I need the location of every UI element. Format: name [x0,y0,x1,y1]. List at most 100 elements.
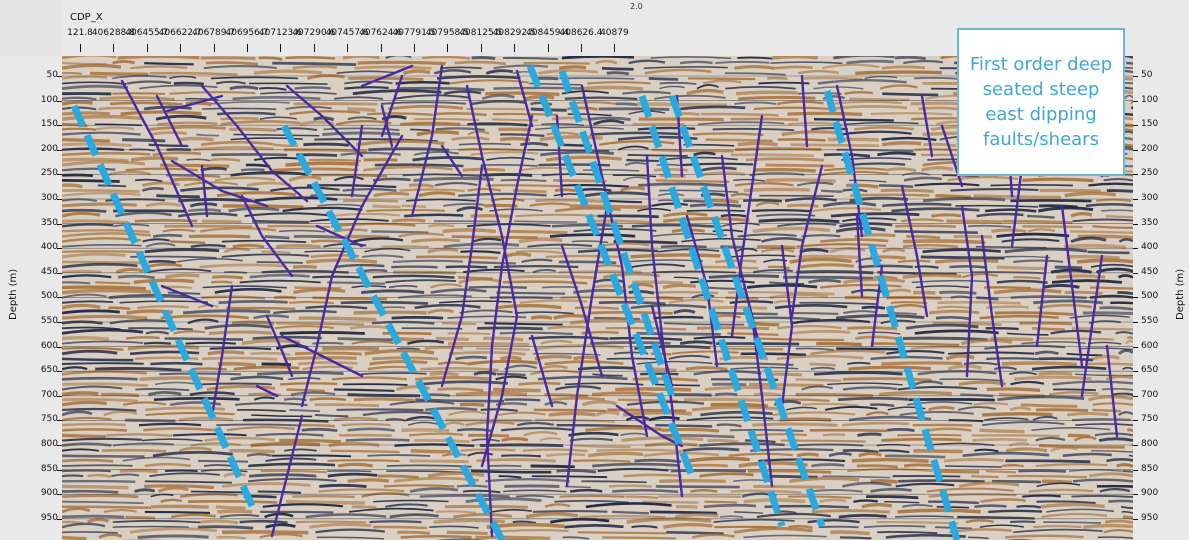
reflector [312,275,365,279]
reflector [188,208,222,213]
reflector [764,398,830,402]
reflector [1013,528,1103,534]
fault-line [515,69,534,128]
reflector [587,81,651,85]
fault-line [200,164,209,218]
reflector [467,122,528,127]
reflector [567,113,612,117]
reflector [854,126,915,131]
reflector [164,469,198,473]
reflector [939,290,977,295]
reflector [853,499,878,503]
reflector [795,392,874,398]
reflector [997,395,1085,402]
reflector [1072,218,1133,223]
reflector [400,121,461,126]
reflector [502,56,558,61]
reflector [353,310,427,315]
reflector [1001,464,1024,468]
reflector [809,362,836,367]
fault-line [465,84,519,468]
reflector [1082,311,1133,315]
reflector [62,422,126,427]
reflector [1091,449,1133,453]
reflector [62,437,142,442]
reflector [774,304,848,310]
reflector [971,475,999,478]
reflector [1070,236,1107,243]
reflector [149,125,226,131]
reflector [62,250,144,254]
reflector [838,514,887,519]
depth-tick-label: 600 [1141,340,1159,351]
reflector [1101,387,1133,391]
reflector [845,121,919,126]
depth-tick-label: 300 [40,193,58,203]
reflector [691,533,735,539]
reflector [216,423,299,427]
reflector [217,111,276,116]
depth-gridlines [62,75,1133,520]
reflector [433,69,472,75]
reflector [199,227,277,233]
reflector [541,286,579,289]
reflector [905,323,979,330]
reflector [98,106,139,111]
reflector [292,264,317,269]
reflector [518,381,561,386]
reflector [891,207,980,213]
reflector [751,433,808,437]
reflector [734,101,777,105]
reflector [931,213,962,218]
reflector [62,535,87,540]
reflector [653,291,719,295]
reflector [470,151,539,156]
reflector [980,498,1026,503]
reflector [586,219,650,224]
reflector [62,288,152,295]
reflector [295,520,366,524]
reflector [996,265,1045,271]
reflector [385,56,412,60]
reflector [62,385,123,391]
reflector [101,448,167,453]
reflector [202,107,277,111]
reflector [458,192,547,197]
reflector [914,182,980,187]
depth-tick-label: 750 [1141,414,1159,425]
reflector [62,448,99,452]
reflector [655,423,713,428]
reflector [414,438,470,444]
reflector [1073,435,1097,442]
reflector [530,369,581,376]
depth-tick-label: 800 [1141,439,1159,449]
reflector [579,514,665,519]
reflector [928,309,980,315]
fault-line [155,94,184,148]
reflector [191,367,227,371]
reflector [787,111,863,117]
reflector [878,184,914,189]
reflector [1056,274,1106,279]
reflector [518,237,563,244]
fault-line [580,84,649,438]
reflector [62,314,148,320]
reflector [148,143,189,148]
reflector [216,191,297,198]
reflector [679,60,713,65]
reflector [62,167,116,172]
reflector [581,480,647,484]
reflector [527,243,593,248]
reflector [858,264,914,269]
reflector [319,483,367,489]
reflector [400,535,472,539]
reflector [149,472,220,478]
depth-tick-label: 550 [40,316,58,326]
reflector [881,65,926,70]
reflector [138,422,202,427]
reflector [154,381,195,386]
reflector [455,355,488,361]
reflector [1092,408,1121,413]
reflector [827,137,879,142]
reflector [330,449,400,454]
